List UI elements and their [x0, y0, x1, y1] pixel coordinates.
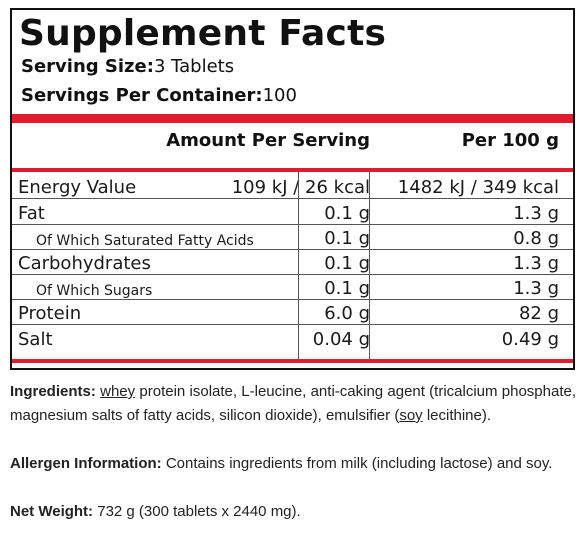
nutrient-per-100g: 1.3 g	[513, 253, 559, 274]
servings-per-container: Servings Per Container:100	[21, 87, 297, 105]
nutrient-name: Salt	[18, 329, 53, 350]
ingredient-whey-allergen: whey	[100, 383, 136, 400]
panel-title: Supplement Facts	[19, 13, 387, 54]
supplement-facts-panel: Supplement Facts Serving Size:3 Tablets …	[10, 8, 575, 370]
nutrient-name: Of Which Sugars	[36, 283, 153, 299]
nutrient-name: Protein	[18, 303, 82, 324]
nutrient-row-energy: Energy Value 109 kJ / 26 kcal 1482 kJ / …	[12, 172, 573, 199]
serving-size-label: Serving Size:	[21, 56, 154, 77]
nutrient-per-serving: 0.1 g	[324, 228, 370, 249]
nutrient-name: Of Which Saturated Fatty Acids	[36, 233, 254, 249]
net-weight-label: Net Weight:	[10, 503, 94, 520]
nutrient-per-serving: 0.04 g	[312, 329, 370, 350]
nutrient-row-salt: Salt 0.04 g 0.49 g	[12, 325, 573, 350]
net-weight-paragraph: Net Weight: 732 g (300 tablets x 2440 mg…	[10, 500, 576, 524]
nutrient-row-sugars: Of Which Sugars 0.1 g 1.3 g	[12, 275, 573, 300]
net-weight-text: 732 g (300 tablets x 2440 mg).	[93, 503, 301, 520]
column-header-amount-per-serving: Amount Per Serving	[166, 130, 370, 151]
serving-size-value: 3 Tablets	[153, 56, 235, 77]
servings-per-container-value: 100	[262, 85, 297, 106]
nutrient-row-protein: Protein 6.0 g 82 g	[12, 300, 573, 325]
nutrient-name: Carbohydrates	[18, 253, 151, 274]
nutrient-per-100g: 1.3 g	[513, 203, 559, 224]
ingredient-soy-allergen: soy	[399, 407, 423, 424]
ingredients-text-2: lecithine).	[422, 407, 492, 424]
red-divider-top	[12, 168, 573, 172]
nutrient-per-serving: 0.1 g	[324, 253, 370, 274]
nutrient-per-serving: 0.1 g	[324, 278, 370, 299]
serving-size: Serving Size:3 Tablets	[21, 58, 234, 76]
nutrient-name: Fat	[18, 203, 45, 224]
nutrient-per-100g: 82 g	[518, 303, 559, 324]
nutrient-per-serving: 109 kJ / 26 kcal	[231, 177, 370, 198]
nutrient-per-100g: 1.3 g	[513, 278, 559, 299]
nutrient-per-100g: 0.49 g	[501, 329, 559, 350]
column-divider	[369, 172, 370, 359]
column-divider	[298, 172, 299, 359]
nutrient-per-serving: 0.1 g	[324, 203, 370, 224]
ingredients-label: Ingredients:	[10, 383, 96, 400]
nutrient-row-fat: Fat 0.1 g 1.3 g	[12, 199, 573, 225]
allergen-text: Contains ingredients from milk (includin…	[161, 455, 553, 472]
allergen-paragraph: Allergen Information: Contains ingredien…	[10, 452, 576, 476]
nutrient-per-100g: 1482 kJ / 349 kcal	[397, 177, 559, 198]
column-header-per-100g: Per 100 g	[461, 130, 559, 151]
nutrient-row-saturated-fatty-acids: Of Which Saturated Fatty Acids 0.1 g 0.8…	[12, 225, 573, 250]
red-divider-thick	[12, 114, 573, 123]
nutrient-row-carbohydrates: Carbohydrates 0.1 g 1.3 g	[12, 250, 573, 275]
red-divider-bottom	[12, 359, 573, 363]
nutrient-per-100g: 0.8 g	[513, 228, 559, 249]
servings-per-container-label: Servings Per Container:	[21, 85, 263, 106]
ingredients-text-1: protein isolate, L-leucine, anti-caking …	[10, 383, 576, 424]
nutrient-name: Energy Value	[18, 177, 137, 198]
nutrient-per-serving: 6.0 g	[324, 303, 370, 324]
ingredients-paragraph: Ingredients: whey protein isolate, L-leu…	[10, 380, 576, 428]
allergen-label: Allergen Information:	[10, 455, 162, 472]
